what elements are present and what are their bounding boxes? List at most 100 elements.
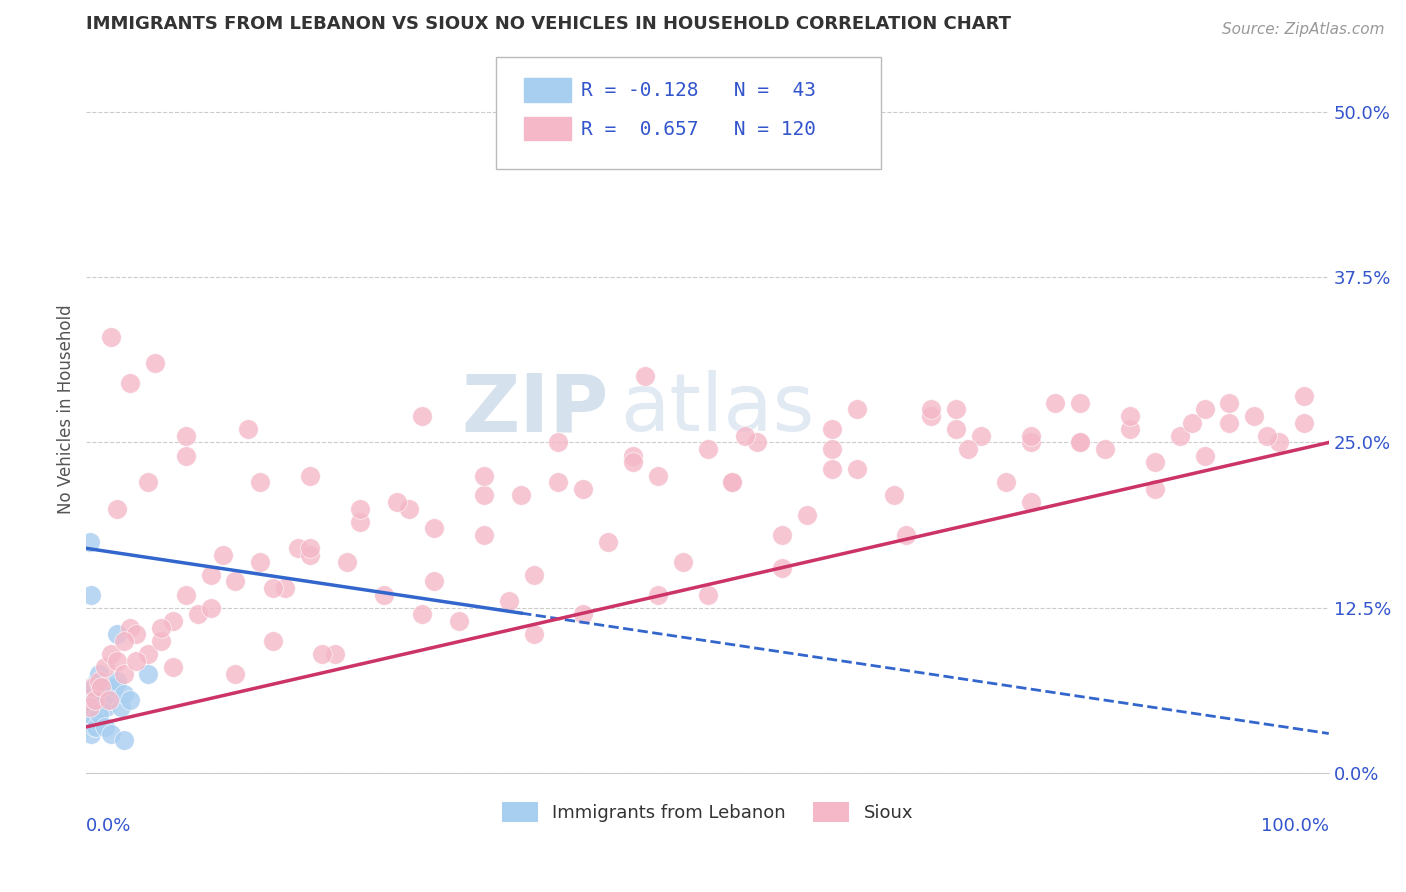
Point: [97, 693, 120, 707]
Point: [1119, 422, 1142, 436]
Point: [447, 614, 470, 628]
Point: [1243, 409, 1265, 423]
Point: [96, 700, 118, 714]
Point: [472, 468, 495, 483]
Point: [298, 468, 321, 483]
Point: [1292, 389, 1315, 403]
Point: [274, 581, 297, 595]
Point: [1069, 396, 1091, 410]
Point: [79, 687, 101, 701]
Point: [845, 462, 868, 476]
Point: [498, 594, 520, 608]
Point: [110, 700, 132, 714]
Point: [187, 607, 209, 622]
Point: [105, 654, 128, 668]
Point: [634, 369, 657, 384]
Point: [236, 422, 259, 436]
Point: [385, 495, 408, 509]
Point: [523, 567, 546, 582]
Point: [621, 455, 644, 469]
Text: IMMIGRANTS FROM LEBANON VS SIOUX NO VEHICLES IN HOUSEHOLD CORRELATION CHART: IMMIGRANTS FROM LEBANON VS SIOUX NO VEHI…: [86, 15, 1011, 33]
Point: [105, 673, 128, 688]
Point: [79, 713, 101, 727]
Point: [94, 680, 117, 694]
Point: [138, 647, 160, 661]
Point: [1256, 429, 1278, 443]
Point: [100, 726, 122, 740]
Point: [174, 429, 197, 443]
Point: [796, 508, 818, 523]
Point: [77, 720, 100, 734]
Point: [112, 634, 135, 648]
Point: [1268, 435, 1291, 450]
Text: R = -0.128   N =  43: R = -0.128 N = 43: [581, 80, 815, 100]
Point: [82, 706, 104, 721]
Text: 0.0%: 0.0%: [86, 817, 132, 835]
Point: [118, 693, 141, 707]
Point: [79, 700, 101, 714]
FancyBboxPatch shape: [496, 56, 882, 169]
Point: [672, 555, 695, 569]
Point: [647, 588, 669, 602]
Point: [84, 700, 107, 714]
Point: [249, 555, 271, 569]
Bar: [523, 78, 571, 102]
Point: [1168, 429, 1191, 443]
Text: ZIP: ZIP: [461, 370, 609, 449]
Point: [112, 733, 135, 747]
Point: [696, 588, 718, 602]
Point: [143, 356, 166, 370]
Point: [970, 429, 993, 443]
Point: [621, 449, 644, 463]
Point: [298, 548, 321, 562]
Point: [87, 687, 110, 701]
Point: [112, 667, 135, 681]
Point: [287, 541, 309, 556]
Point: [1194, 402, 1216, 417]
Point: [423, 521, 446, 535]
Point: [138, 475, 160, 490]
Point: [1045, 396, 1067, 410]
Point: [82, 680, 104, 694]
Point: [84, 693, 107, 707]
Point: [883, 488, 905, 502]
Point: [149, 621, 172, 635]
Point: [89, 680, 111, 694]
Point: [87, 706, 110, 721]
Point: [920, 402, 942, 417]
Point: [118, 621, 141, 635]
Point: [349, 501, 371, 516]
Point: [86, 673, 108, 688]
Text: R =  0.657   N = 120: R = 0.657 N = 120: [581, 120, 815, 139]
Point: [994, 475, 1017, 490]
Point: [1119, 409, 1142, 423]
Point: [93, 687, 115, 701]
Point: [94, 720, 117, 734]
Point: [174, 449, 197, 463]
Point: [1218, 396, 1240, 410]
Point: [821, 462, 844, 476]
Point: [105, 627, 128, 641]
Text: atlas: atlas: [620, 370, 815, 449]
Point: [112, 687, 135, 701]
Point: [323, 647, 346, 661]
Point: [100, 687, 122, 701]
Point: [200, 600, 222, 615]
Point: [125, 654, 148, 668]
Point: [945, 422, 967, 436]
Point: [1019, 429, 1042, 443]
Point: [1143, 455, 1166, 469]
Point: [1292, 416, 1315, 430]
Point: [572, 607, 595, 622]
Point: [1194, 449, 1216, 463]
Point: [1069, 435, 1091, 450]
Point: [212, 548, 235, 562]
Point: [523, 627, 546, 641]
Point: [76, 700, 98, 714]
Point: [1143, 482, 1166, 496]
Point: [82, 700, 104, 714]
Point: [896, 528, 918, 542]
Point: [1094, 442, 1116, 456]
Point: [747, 435, 769, 450]
Legend: Immigrants from Lebanon, Sioux: Immigrants from Lebanon, Sioux: [495, 795, 921, 830]
